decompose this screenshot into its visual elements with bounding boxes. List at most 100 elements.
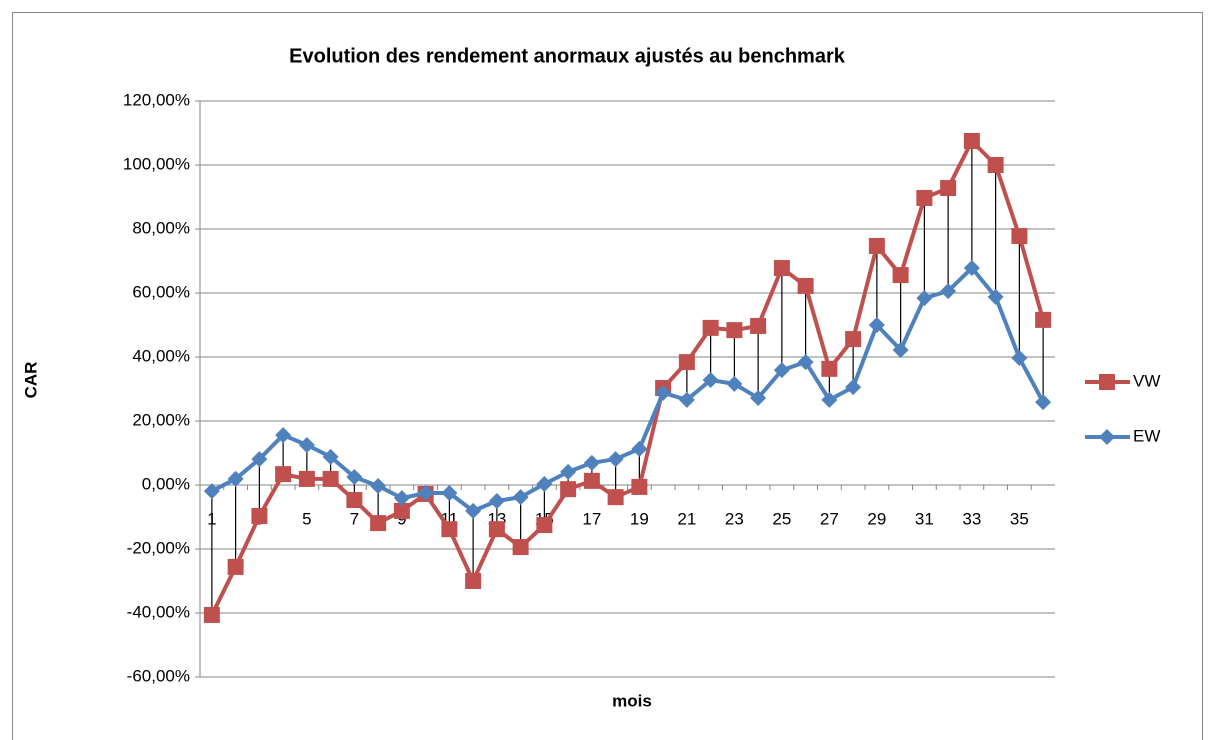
point-marker [773, 260, 790, 277]
x-axis-label: mois [612, 691, 652, 710]
point-marker [488, 521, 505, 538]
point-marker [322, 470, 339, 487]
point-marker [1011, 349, 1028, 366]
point-marker [821, 360, 838, 377]
point-marker [203, 483, 220, 500]
point-marker [702, 319, 719, 336]
point-marker [892, 267, 909, 284]
point-marker [417, 485, 434, 501]
x-tick-label: 29 [867, 509, 886, 528]
point-marker [251, 451, 268, 468]
point-marker [821, 391, 838, 408]
point-marker [298, 437, 315, 453]
point-marker [275, 466, 292, 483]
y-axis-label: CAR [21, 362, 40, 399]
point-marker [607, 451, 624, 468]
point-marker [441, 521, 458, 538]
point-marker [298, 470, 315, 487]
point-marker [797, 277, 814, 294]
point-marker [393, 490, 410, 507]
y-tick-label: 60,00% [132, 282, 190, 301]
point-marker [1011, 228, 1028, 245]
point-marker [346, 492, 363, 509]
point-marker [963, 133, 980, 149]
point-marker [322, 448, 339, 465]
point-marker [868, 317, 885, 333]
point-marker [845, 331, 862, 348]
point-marker [750, 317, 767, 334]
point-marker [536, 476, 553, 493]
point-marker [1035, 311, 1052, 328]
x-tick-label: 23 [725, 509, 744, 528]
point-marker [963, 260, 980, 277]
point-marker [702, 372, 719, 389]
point-marker [227, 470, 244, 487]
point-marker [275, 427, 292, 444]
x-tick-label: 7 [350, 509, 359, 528]
point-marker [560, 463, 577, 480]
x-tick-label: 35 [1010, 509, 1029, 528]
x-tick-label: 25 [772, 509, 791, 528]
y-tick-label: -20,00% [127, 538, 190, 557]
point-marker [203, 606, 220, 623]
point-marker [465, 573, 482, 589]
point-marker [655, 384, 672, 401]
point-marker [583, 454, 600, 471]
point-marker [1035, 394, 1052, 411]
point-marker [916, 290, 933, 307]
point-marker [726, 375, 743, 392]
point-marker [227, 558, 244, 575]
point-marker [845, 379, 862, 396]
point-marker [441, 485, 458, 501]
chart-title: Evolution des rendement anormaux ajustés… [289, 45, 846, 67]
x-tick-label: 27 [820, 509, 839, 528]
point-marker [892, 341, 909, 358]
y-tick-label: 100,00% [123, 154, 190, 173]
chart-border [12, 12, 1203, 740]
y-tick-label: -40,00% [127, 602, 190, 621]
legend-label: EW [1133, 426, 1160, 445]
point-marker [1099, 429, 1115, 445]
point-marker [512, 539, 529, 556]
y-tick-label: 20,00% [132, 410, 190, 429]
legend-label: VW [1133, 371, 1160, 390]
x-tick-label: 17 [582, 509, 601, 528]
point-marker [797, 354, 814, 371]
point-marker [346, 469, 363, 485]
point-marker [940, 283, 957, 300]
point-marker [583, 472, 600, 489]
x-tick-label: 33 [962, 509, 981, 528]
point-marker [512, 489, 529, 506]
point-marker [940, 180, 957, 197]
point-marker [631, 478, 648, 495]
point-marker [916, 189, 933, 206]
x-tick-label: 31 [915, 509, 934, 528]
x-tick-label: 5 [302, 509, 311, 528]
x-tick-label: 9 [397, 509, 406, 528]
point-marker [726, 322, 743, 339]
y-tick-label: -60,00% [127, 666, 190, 685]
point-marker [393, 502, 410, 519]
point-marker [868, 237, 885, 254]
x-tick-label: 19 [630, 509, 649, 528]
point-marker [773, 362, 790, 379]
point-marker [1099, 374, 1115, 390]
point-marker [678, 354, 695, 371]
y-tick-label: 0,00% [142, 474, 190, 493]
point-marker [536, 517, 553, 533]
y-tick-label: 120,00% [123, 90, 190, 109]
point-marker [251, 508, 268, 525]
point-marker [488, 493, 505, 509]
y-tick-label: 80,00% [132, 218, 190, 237]
x-tick-label: 21 [677, 509, 696, 528]
point-marker [560, 481, 577, 498]
point-marker [607, 489, 624, 506]
point-marker [370, 477, 387, 494]
point-marker [631, 440, 648, 457]
point-marker [987, 288, 1004, 305]
point-marker [987, 157, 1004, 173]
point-marker [370, 515, 387, 532]
point-marker [465, 502, 482, 519]
